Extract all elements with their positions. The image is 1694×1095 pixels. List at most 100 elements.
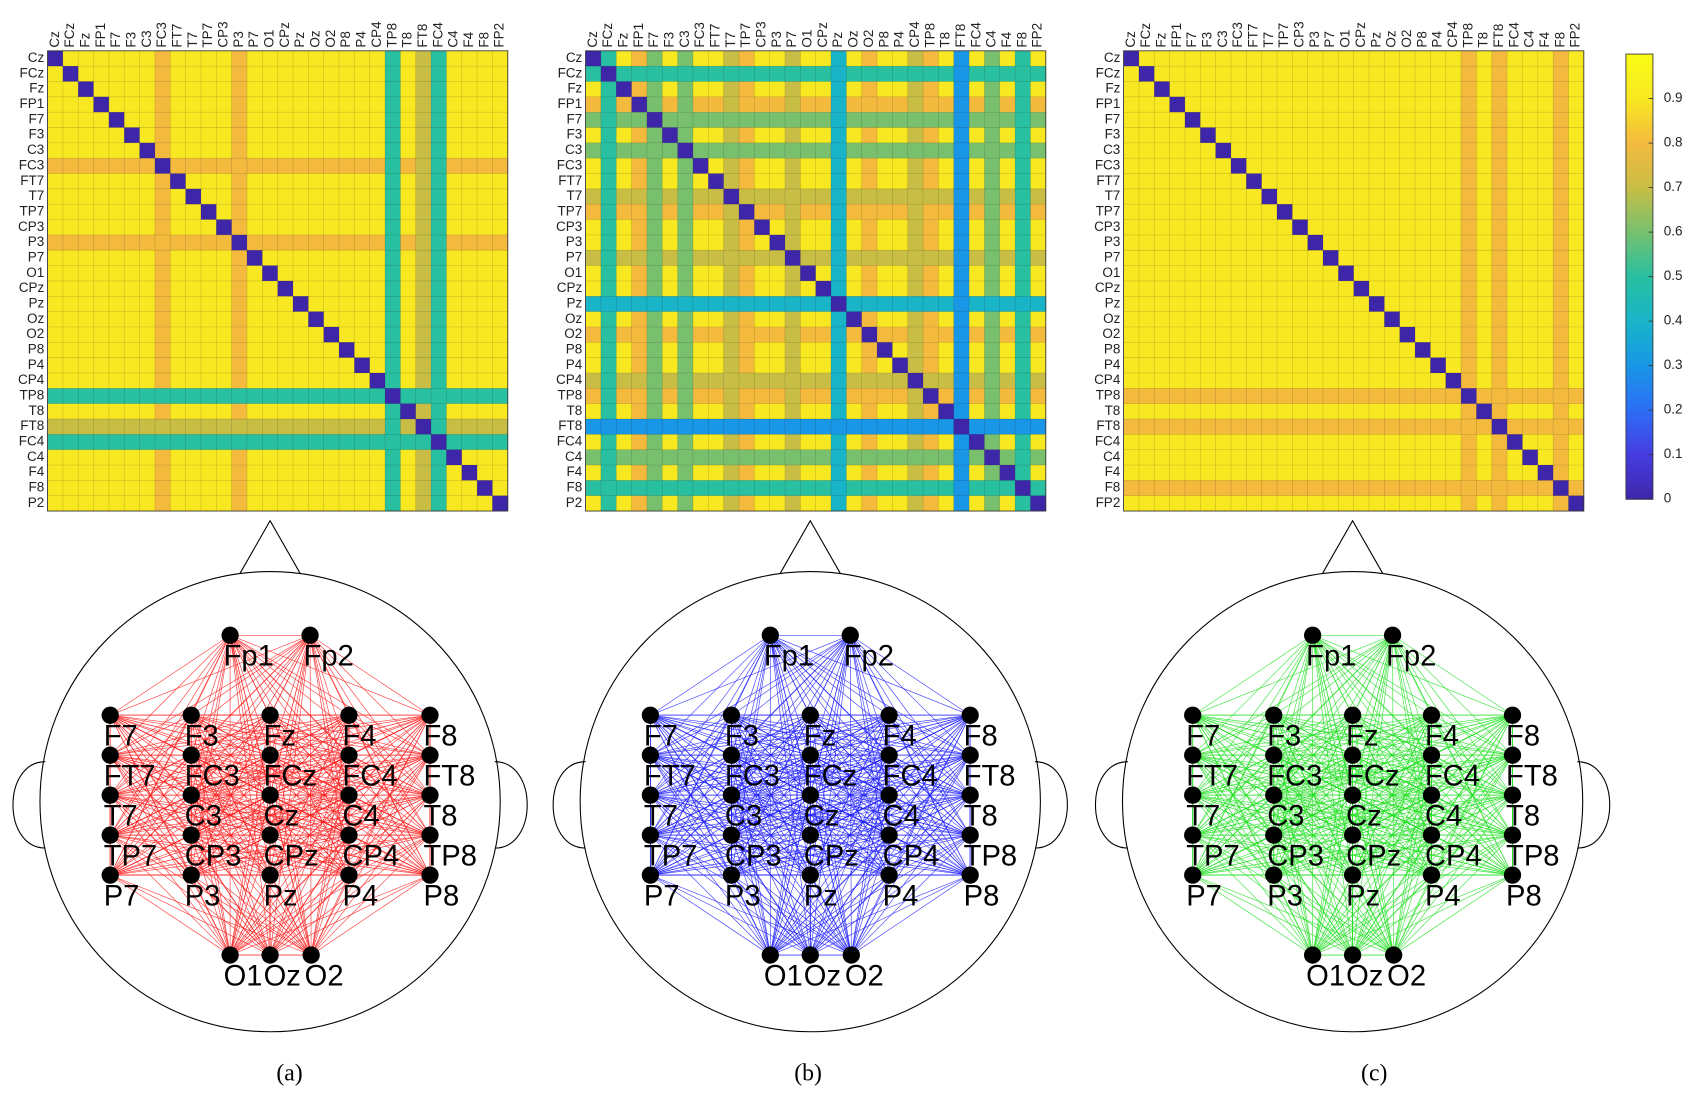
heatmap-cell (1138, 280, 1155, 297)
heatmap-cell (415, 234, 432, 251)
colorbar-segment (1625, 196, 1653, 202)
heatmap-cell (738, 418, 755, 435)
electrode (1265, 746, 1283, 764)
heatmap-cell (999, 234, 1016, 251)
connection (110, 754, 192, 796)
connection (229, 874, 271, 956)
heatmap-cell (1138, 326, 1155, 343)
connection (1273, 714, 1513, 756)
electrode (101, 746, 119, 764)
heatmap-cell (385, 188, 401, 205)
heatmap-cell (923, 311, 939, 328)
heatmap-cell (1353, 434, 1370, 450)
heatmap-cell (1154, 204, 1170, 220)
heatmap-cell (1553, 158, 1569, 174)
heatmap-cell (1276, 66, 1293, 82)
heatmap-cell (1338, 112, 1355, 128)
heatmap-cell (200, 265, 217, 282)
heatmap-cell (1553, 326, 1569, 343)
heatmap-cell (923, 296, 939, 312)
heatmap-cell (1568, 188, 1585, 205)
heatmap-cell (1230, 173, 1247, 190)
connection (731, 714, 971, 756)
heatmap-cell (616, 250, 632, 266)
connection (191, 714, 431, 756)
heatmap-cell (1030, 66, 1047, 82)
heatmap-cell (1200, 112, 1216, 128)
right-ear (1034, 761, 1068, 849)
heatmap-cell (246, 250, 263, 266)
heatmap-cell (800, 495, 816, 512)
heatmap-cell (1154, 96, 1170, 113)
heatmap-cell (631, 127, 648, 144)
heatmap-cell (1415, 188, 1431, 205)
heatmap-cell (1184, 250, 1201, 266)
heatmap-cell (1491, 434, 1508, 450)
x-tick-label: O1 (1338, 30, 1353, 48)
heatmap-cell (723, 296, 740, 312)
heatmap-cell (1384, 158, 1401, 174)
y-tick-label: TP7 (1096, 203, 1121, 218)
connection (229, 874, 431, 956)
heatmap-cell (415, 388, 432, 404)
heatmap-cell (231, 311, 248, 328)
heatmap-cell (1507, 142, 1523, 159)
heatmap-cell (446, 219, 463, 236)
heatmap-cell (953, 265, 970, 282)
heatmap-cell (277, 265, 294, 282)
x-tick-label: T8 (400, 32, 415, 48)
heatmap-cell (907, 173, 924, 190)
heatmap-cell (1369, 96, 1385, 113)
heatmap-cell (723, 204, 740, 220)
x-tick-label: F4 (461, 31, 476, 47)
heatmap-cell (999, 480, 1016, 497)
heatmap-cell (923, 357, 939, 374)
heatmap-cell (431, 449, 447, 466)
heatmap-cell (984, 127, 1001, 144)
y-tick-label: TP8 (1096, 388, 1121, 403)
heatmap-cell (984, 142, 1001, 159)
heatmap-cell (262, 280, 278, 297)
heatmap-cell (124, 96, 140, 113)
x-tick-label: O2 (1399, 30, 1414, 48)
heatmap-cell (1353, 480, 1370, 497)
colorbar-segment (1625, 214, 1653, 220)
heatmap-cell (1369, 265, 1385, 282)
heatmap-cell (139, 342, 156, 358)
heatmap-cell (616, 449, 632, 466)
heatmap-cell (616, 173, 632, 190)
heatmap-cell (1261, 449, 1278, 466)
colorbar-segment (1625, 312, 1653, 318)
heatmap-cell (262, 465, 278, 481)
heatmap-cell (1553, 372, 1569, 389)
heatmap-cell (1384, 342, 1401, 358)
y-tick-label: FC3 (557, 157, 583, 172)
x-tick-label: TP8 (922, 23, 937, 48)
heatmap-cell (492, 357, 509, 374)
heatmap-cell (400, 296, 417, 312)
electrode-label: T7 (644, 801, 678, 833)
heatmap-cell (292, 311, 309, 328)
heatmap-cell (754, 326, 770, 343)
colorbar-segment (1625, 178, 1653, 184)
heatmap-cell (907, 372, 924, 389)
heatmap-cell (1292, 357, 1308, 374)
heatmap-cell (1338, 418, 1355, 435)
heatmap-cell (815, 158, 832, 174)
heatmap-cell (1261, 96, 1278, 113)
heatmap-cell (769, 434, 786, 450)
heatmap-cell (1415, 265, 1431, 282)
heatmap-cell (984, 326, 1001, 343)
heatmap-cell (861, 418, 878, 435)
heatmap-cell (1384, 480, 1401, 497)
heatmap-cell (1430, 372, 1447, 389)
heatmap-cell (1030, 495, 1047, 512)
heatmap-cell (600, 296, 617, 312)
heatmap-cell (585, 480, 602, 497)
colorbar-segment (1625, 325, 1653, 331)
heatmap-cell (1015, 81, 1031, 98)
heatmap-cell (1215, 50, 1232, 67)
heatmap-cell (339, 280, 355, 297)
x-tick-label: FP2 (492, 23, 507, 48)
heatmap-cell (1261, 112, 1278, 128)
